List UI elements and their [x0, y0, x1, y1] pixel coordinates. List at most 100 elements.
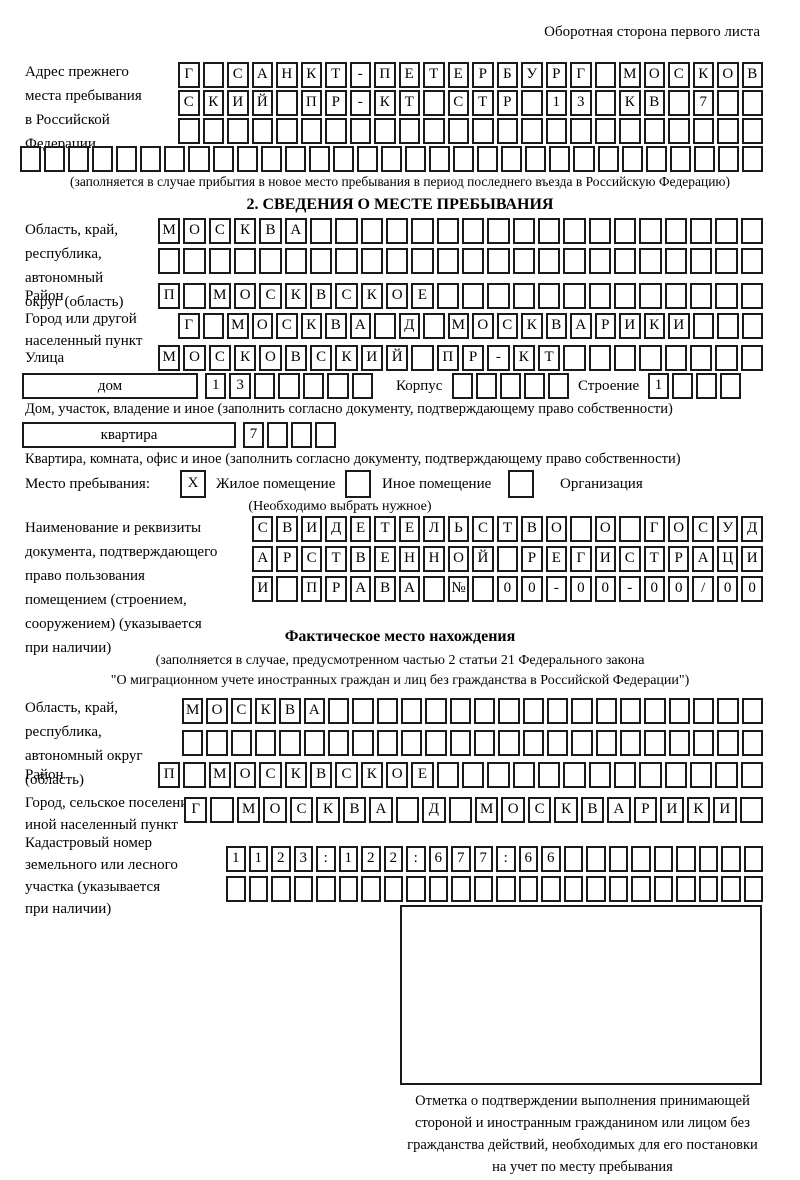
char-box[interactable] — [570, 118, 592, 144]
char-box[interactable] — [501, 146, 523, 172]
char-box[interactable]: О — [717, 62, 739, 88]
char-box[interactable] — [423, 576, 445, 602]
char-box[interactable] — [664, 248, 687, 274]
char-box[interactable] — [717, 146, 739, 172]
char-box[interactable]: М — [227, 313, 249, 339]
char-box[interactable] — [436, 283, 459, 309]
char-box[interactable] — [741, 118, 763, 144]
char-box[interactable] — [521, 118, 543, 144]
char-box[interactable] — [522, 698, 544, 724]
char-box[interactable]: Р — [325, 90, 347, 116]
checkbox-inoe[interactable] — [345, 470, 371, 498]
char-box[interactable] — [546, 730, 569, 756]
char-box[interactable] — [643, 118, 665, 144]
char-box[interactable] — [461, 283, 485, 309]
char-box[interactable] — [380, 146, 402, 172]
char-box[interactable]: К — [233, 218, 257, 244]
char-box[interactable] — [668, 90, 690, 116]
char-box[interactable]: 0 — [570, 576, 592, 602]
char-box[interactable]: С — [692, 516, 714, 542]
char-box[interactable]: Р — [325, 576, 347, 602]
char-box[interactable] — [631, 846, 651, 872]
char-box[interactable] — [461, 248, 485, 274]
char-box[interactable] — [588, 248, 611, 274]
char-box[interactable]: И — [713, 797, 737, 823]
char-box[interactable] — [594, 90, 616, 116]
char-box[interactable] — [698, 876, 718, 902]
char-box[interactable]: С — [300, 546, 323, 572]
char-box[interactable]: 0 — [643, 576, 665, 602]
char-box[interactable]: А — [251, 62, 273, 88]
char-box[interactable] — [613, 283, 637, 309]
char-box[interactable] — [164, 146, 186, 172]
char-box[interactable] — [92, 146, 114, 172]
char-box[interactable]: 0 — [594, 576, 617, 602]
char-box[interactable] — [512, 248, 535, 274]
char-box[interactable]: М — [236, 797, 261, 823]
char-box[interactable]: А — [284, 218, 307, 244]
char-box[interactable]: Е — [411, 283, 434, 309]
char-box[interactable]: К — [619, 90, 641, 116]
char-box[interactable] — [563, 876, 583, 902]
char-box[interactable] — [327, 373, 349, 399]
char-box[interactable]: Р — [545, 62, 567, 88]
char-box[interactable] — [352, 730, 374, 756]
char-box[interactable]: К — [692, 62, 714, 88]
char-box[interactable] — [689, 248, 713, 274]
char-box[interactable] — [631, 876, 651, 902]
char-box[interactable] — [428, 876, 448, 902]
char-box[interactable] — [537, 218, 561, 244]
char-box[interactable]: 0 — [667, 576, 690, 602]
char-box[interactable] — [522, 730, 544, 756]
char-box[interactable]: 1 — [338, 846, 358, 872]
char-box[interactable]: С — [527, 797, 552, 823]
char-box[interactable] — [715, 345, 738, 371]
char-box[interactable] — [461, 218, 485, 244]
char-box[interactable]: 3 — [229, 373, 251, 399]
char-box[interactable] — [453, 146, 475, 172]
char-box[interactable] — [206, 730, 228, 756]
char-box[interactable] — [308, 146, 330, 172]
char-box[interactable]: С — [472, 516, 494, 542]
char-box[interactable] — [226, 876, 246, 902]
char-box[interactable] — [563, 248, 586, 274]
char-box[interactable] — [376, 730, 398, 756]
char-box[interactable] — [325, 118, 347, 144]
char-box[interactable]: У — [716, 516, 739, 542]
char-box[interactable]: Т — [325, 546, 347, 572]
char-box[interactable]: М — [208, 762, 231, 788]
char-box[interactable]: 1 — [226, 846, 246, 872]
char-box[interactable] — [208, 248, 231, 274]
char-box[interactable] — [309, 248, 333, 274]
char-box[interactable] — [664, 762, 687, 788]
char-box[interactable] — [563, 345, 586, 371]
char-box[interactable] — [487, 762, 510, 788]
char-box[interactable]: 1 — [648, 373, 669, 399]
char-box[interactable] — [452, 373, 473, 399]
char-box[interactable] — [472, 576, 494, 602]
char-box[interactable]: В — [349, 546, 372, 572]
char-box[interactable] — [178, 118, 200, 144]
char-box[interactable] — [698, 846, 718, 872]
char-box[interactable] — [692, 698, 715, 724]
char-box[interactable] — [356, 146, 378, 172]
char-box[interactable] — [613, 248, 637, 274]
char-box[interactable] — [309, 218, 333, 244]
char-box[interactable]: С — [227, 62, 249, 88]
char-box[interactable] — [374, 118, 396, 144]
char-box[interactable]: К — [284, 762, 307, 788]
char-box[interactable]: М — [182, 698, 204, 724]
checkbox-organizatsiya[interactable] — [508, 470, 534, 498]
char-box[interactable]: П — [374, 62, 396, 88]
char-box[interactable]: В — [309, 762, 333, 788]
char-box[interactable] — [376, 698, 398, 724]
char-box[interactable]: 7 — [243, 422, 264, 448]
char-box[interactable] — [588, 218, 611, 244]
char-box[interactable] — [563, 762, 586, 788]
char-box[interactable] — [498, 698, 520, 724]
char-box[interactable] — [212, 146, 234, 172]
char-box[interactable] — [743, 846, 763, 872]
char-box[interactable]: 1 — [545, 90, 567, 116]
char-box[interactable] — [512, 762, 535, 788]
char-box[interactable] — [721, 846, 741, 872]
